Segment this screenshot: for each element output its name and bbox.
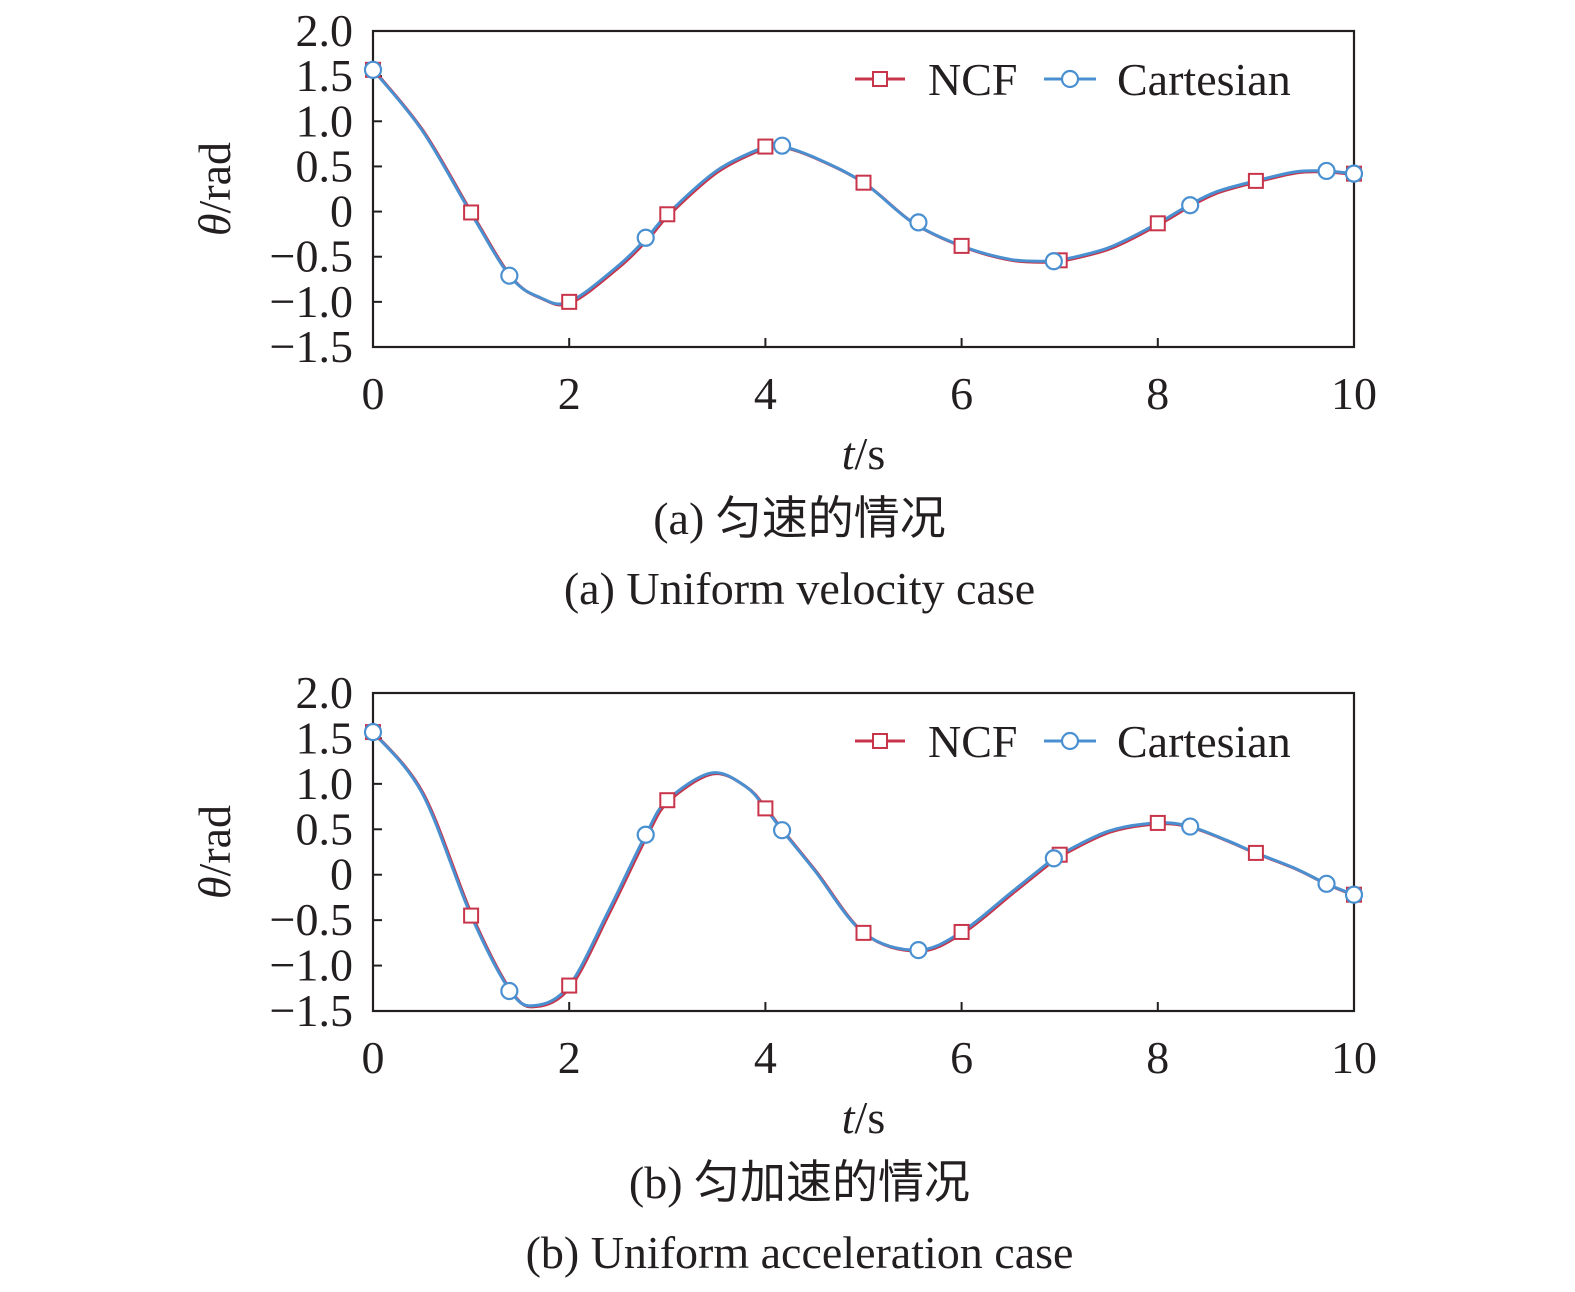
- series-line-cartesian: [371, 68, 1355, 306]
- x-tick-label: 4: [754, 368, 777, 419]
- y-tick-label: 0: [330, 849, 353, 900]
- caption-b-chinese: (b) 匀加速的情况: [628, 1157, 971, 1208]
- legend: NCF Cartesian: [855, 716, 1291, 767]
- ncf-point: [561, 977, 578, 994]
- legend-cartesian-label: Cartesian: [1117, 716, 1291, 767]
- plot-frame: [371, 691, 1356, 1013]
- legend-ncf-label: NCF: [928, 716, 1017, 767]
- ncf-point: [1149, 215, 1166, 232]
- x-tick-label: 10: [1331, 368, 1377, 419]
- x-axis-label: t/s: [842, 1092, 885, 1143]
- y-tick-label: −1.0: [270, 940, 353, 991]
- ncf-point: [1247, 172, 1264, 189]
- legend-ncf-label: NCF: [928, 54, 1017, 105]
- x-tick-label: 4: [754, 1032, 777, 1083]
- legend-ncf-marker: [872, 733, 888, 749]
- y-tick-label: 1.5: [296, 50, 354, 101]
- legend-cartesian-marker: [1060, 731, 1080, 751]
- cartesian-point: [363, 722, 383, 742]
- y-tick-label: 1.0: [296, 95, 354, 146]
- y-axis-label: θ/rad: [189, 142, 240, 236]
- cartesian-point: [1044, 849, 1063, 868]
- ncf-point: [1149, 814, 1166, 831]
- ncf-point: [1247, 844, 1264, 861]
- y-tick-label: 1.0: [296, 758, 354, 809]
- ncf-point: [659, 792, 676, 809]
- cartesian-point: [1044, 252, 1063, 271]
- x-tick-label: 2: [558, 1032, 581, 1083]
- series-line-cartesian: [371, 731, 1355, 1008]
- ncf-point: [463, 204, 480, 221]
- y-tick-label: −0.5: [270, 231, 353, 282]
- cartesian-point: [1317, 161, 1336, 181]
- legend-cartesian-label: Cartesian: [1117, 54, 1291, 105]
- ncf-point: [757, 800, 774, 817]
- ncf-point: [463, 907, 480, 924]
- cartesian-point: [909, 941, 928, 960]
- caption-a-chinese: (a) 匀速的情况: [653, 493, 946, 544]
- plot-frame: [371, 29, 1356, 349]
- y-tick-label: 2.0: [296, 667, 354, 718]
- x-tick-label: 0: [362, 1032, 385, 1083]
- cartesian-point: [636, 228, 655, 247]
- y-tick-label: −1.0: [270, 276, 353, 327]
- y-tick-label: −1.5: [270, 321, 353, 372]
- cartesian-point: [1344, 164, 1364, 183]
- legend-cartesian-marker: [1060, 69, 1080, 89]
- legend: NCF Cartesian: [855, 54, 1291, 105]
- caption-a-english: (a) Uniform velocity case: [563, 563, 1036, 614]
- y-tick-label: −1.5: [270, 985, 353, 1036]
- x-tick-label: 8: [1146, 1032, 1169, 1083]
- y-tick-label: 0: [330, 186, 353, 237]
- x-tick-label: 6: [950, 368, 973, 419]
- ncf-point: [659, 206, 676, 223]
- cartesian-point: [363, 60, 383, 79]
- cartesian-point: [909, 213, 928, 232]
- y-tick-label: 1.5: [296, 712, 354, 763]
- x-axis-label: t/s: [842, 428, 885, 479]
- chart-panel-a: 0 2 4 6 8 10−1.5−1.0−0.500.51.01.52.0t/sθ/rad…: [189, 5, 1377, 479]
- ncf-point: [757, 138, 774, 155]
- ncf-point: [561, 293, 578, 310]
- ncf-point: [953, 923, 970, 940]
- ncf-point: [855, 924, 872, 941]
- series-line-ncf: [373, 732, 1357, 1009]
- cartesian-point: [1181, 817, 1200, 836]
- y-tick-label: 0.5: [296, 140, 354, 191]
- x-tick-label: 10: [1331, 1032, 1377, 1083]
- x-tick-label: 8: [1146, 368, 1169, 419]
- y-tick-label: 0.5: [296, 803, 354, 854]
- x-tick-label: 6: [950, 1032, 973, 1083]
- cartesian-point: [1181, 196, 1200, 215]
- ncf-point: [953, 237, 970, 254]
- chart-panel-b: 0 2 4 6 8 10−1.5−1.0−0.500.51.01.52.0t/sθ/rad…: [189, 667, 1377, 1143]
- cartesian-point: [1344, 885, 1364, 904]
- cartesian-point: [772, 136, 792, 155]
- cartesian-point: [772, 821, 792, 840]
- x-tick-label: 2: [558, 368, 581, 419]
- caption-b-english: (b) Uniform acceleration case: [525, 1227, 1074, 1278]
- y-tick-label: 2.0: [296, 5, 354, 56]
- cartesian-point: [1317, 874, 1336, 893]
- x-tick-label: 0: [362, 368, 385, 419]
- y-axis-label: θ/rad: [189, 805, 240, 899]
- ncf-point: [855, 174, 872, 191]
- cartesian-point: [636, 825, 655, 844]
- cartesian-point: [500, 981, 519, 1001]
- cartesian-point: [500, 266, 519, 285]
- y-tick-label: −0.5: [270, 894, 353, 945]
- legend-ncf-marker: [872, 71, 888, 87]
